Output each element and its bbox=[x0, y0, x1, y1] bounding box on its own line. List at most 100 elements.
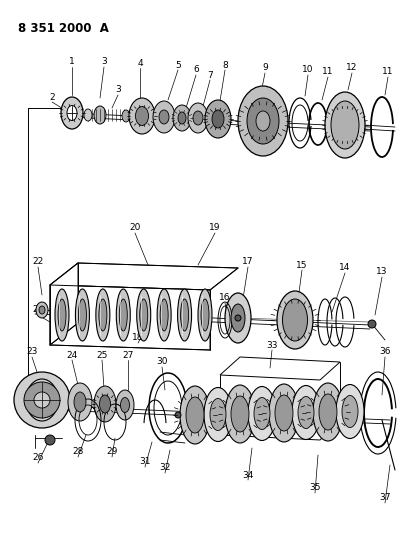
Ellipse shape bbox=[39, 306, 45, 314]
Text: 26: 26 bbox=[32, 454, 44, 463]
Ellipse shape bbox=[96, 289, 110, 341]
Text: 11: 11 bbox=[382, 68, 394, 77]
Ellipse shape bbox=[225, 293, 251, 343]
Ellipse shape bbox=[120, 398, 129, 413]
Ellipse shape bbox=[122, 110, 130, 122]
Ellipse shape bbox=[313, 383, 343, 441]
Text: 19: 19 bbox=[209, 223, 221, 232]
Ellipse shape bbox=[292, 385, 320, 440]
Ellipse shape bbox=[129, 98, 155, 134]
Text: 28: 28 bbox=[72, 448, 84, 456]
Ellipse shape bbox=[248, 386, 276, 440]
Ellipse shape bbox=[67, 106, 77, 120]
Text: 8 351 2000  A: 8 351 2000 A bbox=[18, 22, 109, 35]
Ellipse shape bbox=[75, 289, 89, 341]
Text: 6: 6 bbox=[193, 66, 199, 75]
Ellipse shape bbox=[94, 386, 116, 422]
Ellipse shape bbox=[135, 107, 148, 125]
Ellipse shape bbox=[160, 299, 168, 331]
Text: 37: 37 bbox=[379, 494, 391, 503]
Text: 21: 21 bbox=[32, 305, 44, 314]
Ellipse shape bbox=[178, 289, 191, 341]
Circle shape bbox=[14, 372, 70, 428]
Ellipse shape bbox=[140, 299, 148, 331]
Text: 32: 32 bbox=[159, 464, 171, 472]
Ellipse shape bbox=[94, 106, 106, 124]
Text: 20: 20 bbox=[129, 223, 141, 232]
Text: 33: 33 bbox=[266, 341, 278, 350]
Polygon shape bbox=[220, 417, 340, 440]
Text: 22: 22 bbox=[32, 257, 44, 266]
Ellipse shape bbox=[247, 98, 279, 144]
Ellipse shape bbox=[55, 289, 69, 341]
Ellipse shape bbox=[298, 397, 314, 429]
Circle shape bbox=[235, 315, 241, 321]
Text: 24: 24 bbox=[66, 351, 78, 359]
Ellipse shape bbox=[205, 100, 231, 138]
Ellipse shape bbox=[36, 302, 48, 318]
Text: 10: 10 bbox=[302, 66, 314, 75]
Text: 30: 30 bbox=[156, 358, 168, 367]
Text: 17: 17 bbox=[242, 257, 254, 266]
Text: 1: 1 bbox=[69, 58, 75, 67]
Ellipse shape bbox=[198, 289, 212, 341]
Ellipse shape bbox=[256, 111, 270, 131]
Text: 14: 14 bbox=[339, 263, 351, 272]
Ellipse shape bbox=[210, 399, 226, 431]
Text: 3: 3 bbox=[115, 85, 121, 94]
Text: 34: 34 bbox=[242, 471, 253, 480]
Ellipse shape bbox=[61, 97, 83, 129]
Ellipse shape bbox=[238, 86, 288, 156]
Circle shape bbox=[45, 435, 55, 445]
Circle shape bbox=[24, 382, 60, 418]
Circle shape bbox=[368, 320, 376, 328]
Text: 9: 9 bbox=[262, 63, 268, 72]
Text: 27: 27 bbox=[123, 351, 134, 359]
Ellipse shape bbox=[342, 395, 358, 427]
Ellipse shape bbox=[201, 299, 209, 331]
Ellipse shape bbox=[74, 392, 86, 412]
Text: 23: 23 bbox=[26, 348, 38, 357]
Polygon shape bbox=[50, 285, 210, 350]
Ellipse shape bbox=[277, 291, 313, 349]
Text: 35: 35 bbox=[309, 483, 321, 492]
Ellipse shape bbox=[84, 109, 92, 121]
Polygon shape bbox=[50, 263, 78, 345]
Text: 11: 11 bbox=[322, 68, 334, 77]
Ellipse shape bbox=[319, 394, 337, 430]
Ellipse shape bbox=[231, 396, 249, 432]
Ellipse shape bbox=[204, 387, 232, 441]
Text: 18: 18 bbox=[132, 334, 144, 343]
Text: 15: 15 bbox=[296, 261, 308, 270]
Ellipse shape bbox=[212, 110, 224, 128]
Ellipse shape bbox=[99, 299, 107, 331]
Ellipse shape bbox=[336, 384, 364, 439]
Ellipse shape bbox=[186, 397, 204, 433]
Ellipse shape bbox=[283, 299, 307, 341]
Text: 36: 36 bbox=[379, 348, 391, 357]
Ellipse shape bbox=[188, 103, 208, 133]
Ellipse shape bbox=[180, 386, 210, 444]
Circle shape bbox=[34, 392, 50, 408]
Ellipse shape bbox=[181, 299, 189, 331]
Ellipse shape bbox=[331, 101, 359, 149]
Ellipse shape bbox=[116, 390, 134, 420]
Ellipse shape bbox=[137, 289, 151, 341]
Ellipse shape bbox=[116, 289, 130, 341]
Circle shape bbox=[175, 412, 181, 418]
Ellipse shape bbox=[193, 111, 203, 125]
Ellipse shape bbox=[119, 299, 127, 331]
Ellipse shape bbox=[178, 112, 186, 124]
Ellipse shape bbox=[269, 384, 299, 442]
Text: 13: 13 bbox=[376, 268, 388, 277]
Polygon shape bbox=[50, 263, 238, 290]
Text: 2: 2 bbox=[49, 93, 55, 101]
Ellipse shape bbox=[231, 304, 245, 332]
Ellipse shape bbox=[325, 92, 365, 158]
Ellipse shape bbox=[157, 289, 171, 341]
Ellipse shape bbox=[100, 395, 110, 413]
Ellipse shape bbox=[275, 395, 293, 431]
Text: 16: 16 bbox=[219, 294, 231, 303]
Text: 5: 5 bbox=[175, 61, 181, 69]
Text: 7: 7 bbox=[207, 70, 213, 79]
